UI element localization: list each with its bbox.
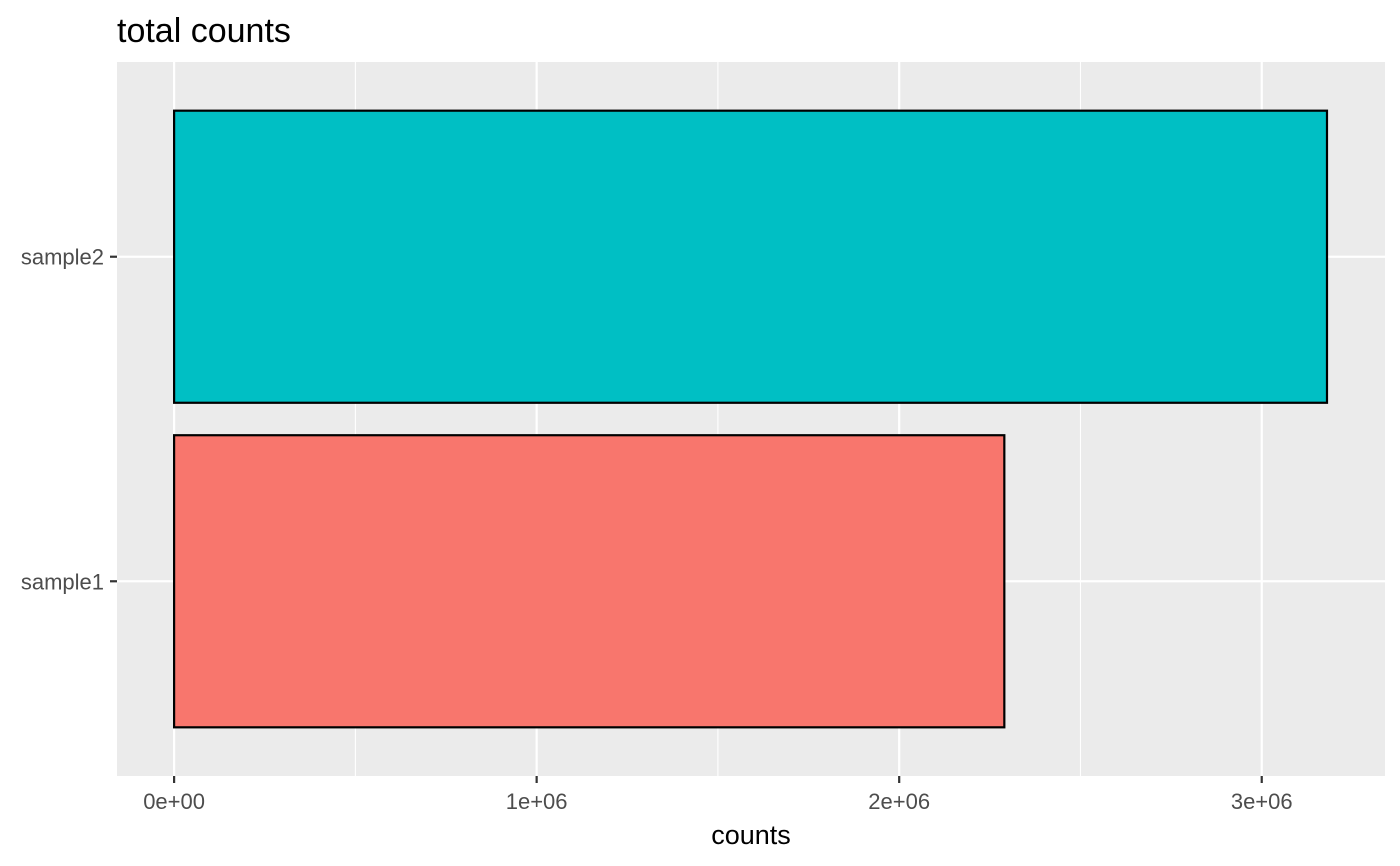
bar-sample1 — [173, 434, 1006, 729]
x-axis: 0e+00 1e+06 2e+06 3e+06 — [143, 776, 1293, 814]
x-tick-label: 2e+06 — [868, 789, 930, 814]
y-tick-label-sample2: sample2 — [21, 245, 104, 270]
bars — [173, 109, 1329, 729]
x-tick-label: 1e+06 — [506, 789, 568, 814]
y-axis: sample1 sample2 — [21, 245, 117, 594]
x-axis-title: counts — [711, 820, 791, 850]
chart-title: total counts — [117, 12, 291, 50]
y-tick-label-sample1: sample1 — [21, 569, 104, 594]
x-tick-label: 3e+06 — [1231, 789, 1293, 814]
bar-sample2 — [173, 109, 1329, 404]
x-tick-label: 0e+00 — [143, 789, 205, 814]
